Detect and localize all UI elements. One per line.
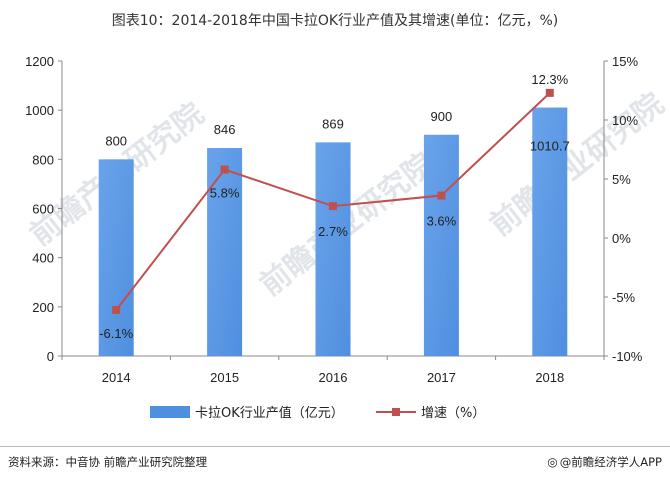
y-right-tick-label: -10% <box>612 349 643 364</box>
legend-line-marker <box>392 408 400 416</box>
bar-value-label: 846 <box>214 122 236 137</box>
y-right-tick-label: 10% <box>612 113 638 128</box>
x-tick-label: 2015 <box>210 370 239 385</box>
growth-marker <box>329 202 337 211</box>
growth-marker <box>437 191 446 200</box>
y-right-tick-label: 0% <box>612 231 631 246</box>
x-tick-label: 2014 <box>102 370 131 385</box>
legend-bar-label: 卡拉OK行业产值（亿元） <box>195 405 344 421</box>
growth-marker <box>545 88 554 97</box>
growth-marker <box>220 165 229 174</box>
brand-text: @前瞻经济学人APP <box>559 455 662 469</box>
growth-value-label: 3.6% <box>427 214 457 229</box>
growth-value-label: 5.8% <box>210 186 240 201</box>
y-left-tick-label: 400 <box>32 251 54 266</box>
bar <box>423 134 459 356</box>
y-right-tick-label: 5% <box>612 172 631 187</box>
bar <box>315 142 351 356</box>
bar-value-label: 869 <box>322 116 344 131</box>
y-left-tick-label: 1200 <box>25 54 54 69</box>
growth-value-label: 2.7% <box>318 224 348 239</box>
bar <box>207 148 243 356</box>
bar-value-label: 800 <box>105 133 127 148</box>
source-note: 资料来源：中音协 前瞻产业研究院整理 <box>8 455 208 469</box>
bar <box>98 159 134 356</box>
y-left-tick-label: 800 <box>32 152 54 167</box>
y-right-tick-label: -5% <box>612 290 636 305</box>
bar-value-label: 900 <box>431 109 453 124</box>
y-left-tick-label: 1000 <box>25 103 54 118</box>
y-right-tick-label: 15% <box>612 54 638 69</box>
y-left-tick-label: 600 <box>32 202 54 217</box>
y-left-tick-label: 200 <box>32 300 54 315</box>
bar-value-label: 1010.7 <box>530 139 570 154</box>
legend-line-label: 增速（%） <box>421 406 485 421</box>
chart-title: 图表10：2014-2018年中国卡拉OK行业产值及其增速(单位：亿元，%) <box>111 13 559 29</box>
growth-value-label: 12.3% <box>531 72 568 87</box>
chart: 0 200 400 600 800 1000 1200 -10% -5% 0% 5% 10% 15% 20… <box>25 54 643 421</box>
bar <box>532 107 568 356</box>
brand-credit: ◎ @前瞻经济学人APP <box>547 454 662 470</box>
logo-icon: ◎ <box>547 455 558 469</box>
growth-marker <box>112 305 121 314</box>
growth-value-label: -6.1% <box>99 326 133 341</box>
legend-bar-swatch <box>150 406 190 418</box>
x-tick-label: 2017 <box>427 370 456 385</box>
x-tick-label: 2016 <box>319 370 348 385</box>
x-tick-label: 2018 <box>535 370 564 385</box>
y-left-tick-label: 0 <box>47 349 54 364</box>
footer: 资料来源：中音协 前瞻产业研究院整理 ◎ @前瞻经济学人APP <box>0 446 670 478</box>
